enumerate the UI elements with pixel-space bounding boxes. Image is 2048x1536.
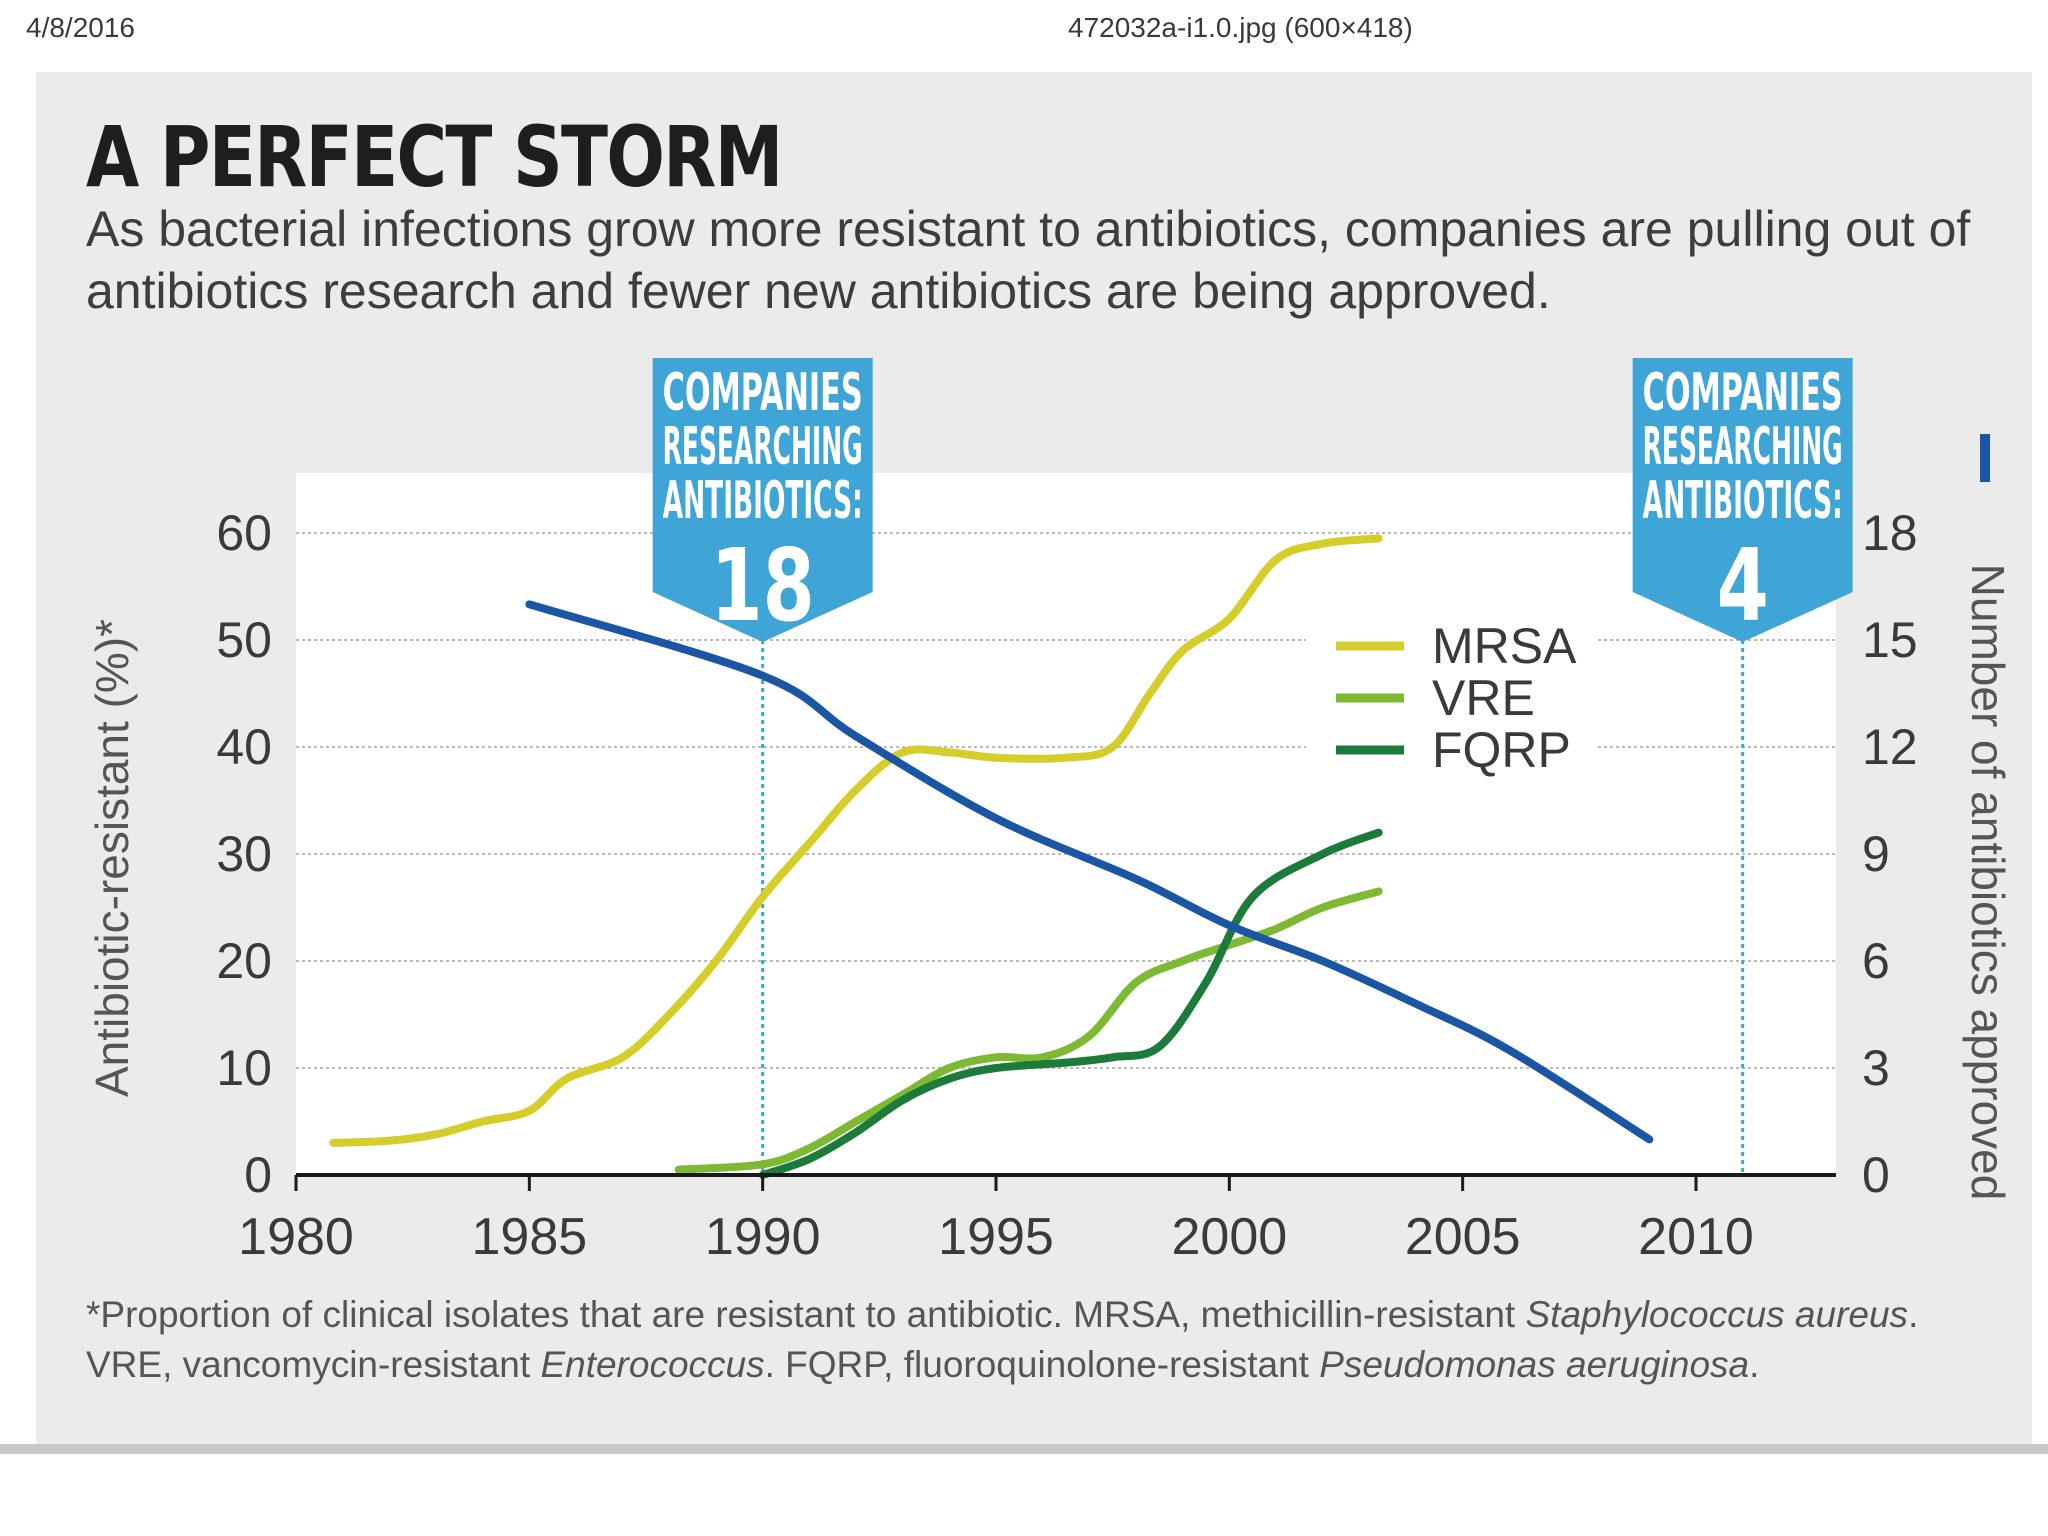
y-right-axis-label: Number of antibiotics approved <box>1962 564 2014 1201</box>
y-left-tick-label: 40 <box>216 719 272 775</box>
plot-area <box>296 473 1836 1175</box>
series-line-fqrp <box>758 828 1383 1179</box>
y-right-tick-label: 3 <box>1862 1040 1890 1096</box>
x-tick-label: 1980 <box>238 1208 354 1266</box>
y-left-axis-label: Antibiotic-resistant (%)* <box>86 619 138 1097</box>
footnote-text: . VRE, vancomycin-resistant <box>86 1294 1919 1385</box>
callout-label: COMPANIES <box>663 363 863 423</box>
series-line-mrsa <box>329 534 1383 1147</box>
y-left-tick-label: 0 <box>244 1147 272 1203</box>
footnote-text: . FQRP, fluoroquinolone-resistant <box>764 1344 1320 1385</box>
legend-label: VRE <box>1432 670 1535 726</box>
page-date: 4/8/2016 <box>26 12 135 43</box>
x-tick-label: 2000 <box>1171 1208 1287 1266</box>
x-tick-label: 2010 <box>1638 1208 1754 1266</box>
callout-value: 4 <box>1717 527 1769 644</box>
x-tick-label: 1990 <box>705 1208 821 1266</box>
y-left-tick-label: 10 <box>216 1040 272 1096</box>
legend-label: FQRP <box>1432 722 1571 778</box>
chart-title: A PERFECT STORM <box>86 108 783 206</box>
axes: 0 10 20 30 40 50 60 0 3 6 9 12 15 18 1980 1985 1990 1995 2… <box>86 434 2014 1266</box>
footnote-species-2: Enterococcus <box>540 1344 765 1385</box>
y-left-tick-label: 20 <box>216 933 272 989</box>
x-tick-label: 2005 <box>1405 1208 1521 1266</box>
y-right-tick-label: 15 <box>1862 612 1918 668</box>
y-left-tick-label: 60 <box>216 505 272 561</box>
image-filename: 472032a-i1.0.jpg (600×418) <box>1068 12 1413 43</box>
y-right-tick-label: 9 <box>1862 826 1890 882</box>
browser-header: 4/8/2016 472032a-i1.0.jpg (600×418) <box>0 0 2048 52</box>
chart-subtitle: As bacterial infections grow more resist… <box>86 201 1971 319</box>
series-line-number-of-antibiotics-approved <box>525 600 1654 1144</box>
x-tick-label: 1985 <box>471 1208 587 1266</box>
y-right-tick-label: 0 <box>1862 1147 1890 1203</box>
callout-label: RESEARCHING <box>1643 417 1843 477</box>
callout-value: 18 <box>710 527 814 644</box>
footnote-species-1: Staphylococcus aureus <box>1525 1294 1909 1335</box>
footnote-species-3: Pseudomonas aeruginosa <box>1319 1344 1750 1385</box>
y-right-tick-label: 12 <box>1862 719 1918 775</box>
grid-lines <box>296 532 1836 1069</box>
callouts: COMPANIESRESEARCHINGANTIBIOTICS:18COMPAN… <box>652 358 1853 1175</box>
callout-label: COMPANIES <box>1643 363 1843 423</box>
footnote-text: *Proportion of clinical isolates that ar… <box>86 1294 1526 1335</box>
y-left-tick-label: 50 <box>216 612 272 668</box>
callout-label: ANTIBIOTICS: <box>1643 471 1843 531</box>
y-right-tick-label: 6 <box>1862 933 1890 989</box>
x-tick-label: 1995 <box>938 1208 1054 1266</box>
y-right-tick-label: 18 <box>1862 505 1918 561</box>
footnote-text: . <box>1749 1344 1760 1385</box>
callout-box <box>1632 358 1853 642</box>
y-left-tick-label: 30 <box>216 826 272 882</box>
callout-label: RESEARCHING <box>663 417 863 477</box>
callout-label: ANTIBIOTICS: <box>663 471 863 531</box>
footnote: *Proportion of clinical isolates that ar… <box>86 1290 1986 1390</box>
callout-box <box>652 358 873 642</box>
legend-label: MRSA <box>1432 618 1577 674</box>
page-divider <box>0 1444 2048 1454</box>
data-series <box>329 534 1654 1179</box>
